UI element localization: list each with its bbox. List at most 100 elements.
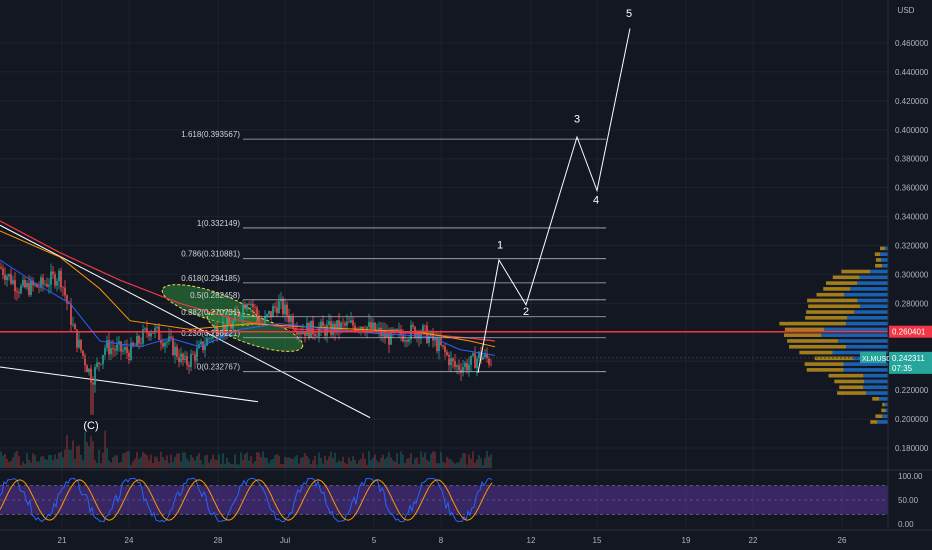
volume-bar (40, 456, 42, 468)
fib-level-label: 0.786(0.310881) (181, 250, 240, 259)
volume-bar (22, 461, 24, 468)
volume-bar (2, 455, 4, 468)
volume-bar (0, 451, 2, 468)
volume-bar (340, 461, 342, 468)
candle-body (432, 331, 434, 341)
volume-bar (344, 462, 346, 468)
candle-body (80, 339, 82, 351)
volume-bar (206, 454, 208, 468)
candle-body (424, 325, 426, 327)
volume-bar (172, 462, 174, 468)
volume-bar (58, 452, 60, 468)
candle-body (360, 326, 362, 330)
symbol-tag (860, 351, 886, 363)
candle-body (46, 283, 48, 287)
oscillator-tick-label: 0.00 (898, 520, 914, 529)
candle-body (104, 347, 106, 356)
candle-body (120, 341, 122, 352)
volume-bar (180, 461, 182, 468)
volume-bar (466, 464, 468, 468)
oscillator-k-line (0, 477, 493, 523)
candle-body (476, 358, 478, 369)
trend-lines[interactable] (0, 224, 371, 419)
candle-body (214, 326, 216, 331)
volume-bar (462, 453, 464, 468)
volume-bar (332, 457, 334, 468)
candle-body (298, 332, 300, 335)
volume-bar (434, 451, 436, 468)
price-axis[interactable]: USD 0.460000 0.440000 0.420000 0.400000 0.380… (860, 0, 932, 530)
volume-profile-up (872, 397, 880, 401)
volume-profile-down (864, 379, 888, 384)
volume-bar (404, 463, 406, 468)
volume-bar (438, 463, 440, 468)
candle-body (398, 329, 400, 331)
volume-bar (254, 460, 256, 468)
candle-body (352, 320, 354, 326)
oscillator-tick-label: 50.00 (898, 496, 919, 505)
currency-label: USD (898, 6, 915, 15)
candle-body (346, 321, 348, 326)
time-axis[interactable]: 21 24 28 Jul 5 8 12 15 19 22 26 (0, 529, 932, 545)
red-price-tag-label: 0.260401 (892, 328, 926, 337)
candle-body (466, 362, 468, 371)
elliott-wave-projection[interactable] (477, 28, 631, 373)
candle-body (62, 287, 64, 288)
volume-bar (214, 459, 216, 468)
volume-profile-up (875, 414, 883, 418)
candle-body (266, 314, 268, 317)
volume-profile-up (799, 350, 833, 355)
candle-body (154, 327, 156, 334)
candle-body (152, 333, 154, 334)
volume-bar (314, 455, 316, 468)
volume-bar (94, 459, 96, 468)
time-tick-label: 12 (527, 536, 536, 545)
candle-body (174, 346, 176, 356)
volume-profile-down (857, 298, 888, 303)
volume-bar (208, 462, 210, 468)
candle-body (382, 330, 384, 337)
volume-bar (156, 457, 158, 468)
candle-body (16, 291, 18, 293)
volume-bar (86, 441, 88, 468)
volume-bar (416, 457, 418, 468)
volume-profile-down (838, 339, 888, 343)
candle-body (50, 271, 52, 285)
volume-profile-down (843, 368, 888, 372)
candle-body (64, 287, 66, 296)
candle-body (36, 284, 38, 288)
volume-profile-up (841, 269, 871, 274)
price-tick-label: 0.440000 (895, 68, 929, 77)
candle-body (88, 368, 90, 373)
candle-body (218, 336, 220, 338)
volume-bar (442, 461, 444, 468)
candle-body (256, 307, 258, 316)
volume-bar (324, 455, 326, 468)
candle-body (372, 322, 374, 329)
candle-body (292, 317, 294, 329)
stochastic-rsi-pane (0, 469, 932, 523)
volume-bar (222, 453, 224, 468)
candle-body (304, 331, 306, 336)
volume-bar (44, 458, 46, 468)
volume-bar (166, 455, 168, 468)
volume-bar (122, 453, 124, 468)
candle-body (222, 324, 224, 336)
candle-body (464, 362, 466, 368)
volume-bar (400, 451, 402, 468)
horizontal-ray[interactable] (0, 330, 888, 359)
volume-bars (0, 430, 492, 468)
volume-bar (420, 451, 422, 468)
candle-body (6, 276, 8, 280)
fibonacci-retracement[interactable]: 1.618(0.393567) 1(0.332149) 0.786(0.310881… (181, 130, 606, 373)
volume-profile-down (884, 246, 888, 251)
volume-bar (100, 463, 102, 468)
candle-body (488, 358, 490, 365)
volume-bar (92, 441, 94, 468)
volume-bar (386, 456, 388, 468)
volume-bar (56, 459, 58, 468)
volume-bar (342, 456, 344, 468)
volume-bar (454, 463, 456, 468)
volume-bar (376, 460, 378, 468)
